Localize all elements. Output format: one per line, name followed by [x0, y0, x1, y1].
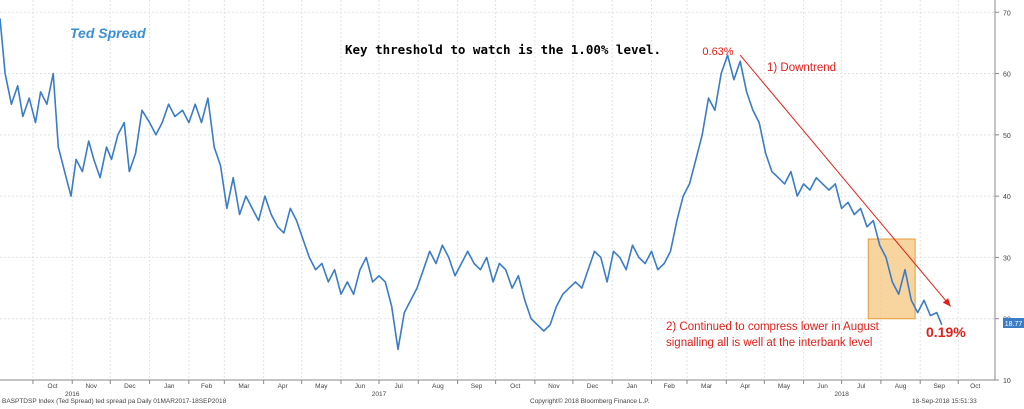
x-tick-label: Mar [701, 383, 713, 390]
x-tick-label: Aug [432, 383, 444, 390]
footer-timestamp: 18-Sep-2018 15:51:33 [912, 398, 977, 405]
x-tick-label: Feb [201, 383, 213, 390]
last-value-label: 18.77 [1005, 321, 1023, 328]
x-year-label: 2017 [372, 391, 387, 398]
chart-subtitle: Key threshold to watch is the 1.00% leve… [345, 42, 661, 57]
x-tick-label: Aug [895, 383, 907, 390]
x-tick-label: Nov [85, 383, 97, 390]
x-tick-label: Jan [164, 383, 175, 390]
x-tick-label: Sep [471, 383, 483, 390]
x-tick-label: Jul [394, 383, 403, 390]
x-tick-label: May [315, 383, 328, 390]
x-tick-label: Jul [857, 383, 866, 390]
x-tick-label: Mar [238, 383, 250, 390]
y-tick-label: 40 [1003, 194, 1011, 201]
x-tick-label: Jun [817, 383, 828, 390]
august-annotation-line2: signalling all is well at the interbank … [666, 337, 872, 349]
x-tick-label: Apr [740, 383, 751, 390]
x-tick-label: Dec [124, 383, 136, 390]
x-tick-label: Feb [664, 383, 676, 390]
x-tick-label: Apr [278, 383, 289, 390]
latest-annotation: 0.19% [926, 324, 966, 340]
x-year-label: 2016 [65, 391, 80, 398]
y-tick-label: 70 [1003, 10, 1011, 17]
x-tick-label: Sep [933, 383, 945, 390]
x-tick-label: Jan [627, 383, 638, 390]
x-tick-label: Oct [510, 383, 520, 390]
y-tick-label: 10 [1003, 378, 1011, 385]
downtrend-arrow-head [942, 298, 951, 307]
downtrend-arrow [739, 54, 952, 307]
x-tick-label: Dec [587, 383, 599, 390]
footer-copyright: Copyright© 2018 Bloomberg Finance L.P. [530, 398, 650, 405]
footer-source: BASPTDSP Index (Ted Spread) ted spread p… [2, 398, 227, 405]
august-annotation-line1: 2) Continued to compress lower in August [666, 321, 880, 333]
x-year-label: 2018 [834, 391, 849, 398]
x-tick-label: Jun [355, 383, 366, 390]
x-tick-label: Oct [48, 383, 58, 390]
downtrend-arrow-line [739, 54, 952, 307]
x-axis-ticks: Oct Nov Dec Jan Feb Mar Apr May Jun Jul Aug Sep Oct N… [32, 380, 980, 398]
x-tick-label: Nov [548, 383, 560, 390]
last-value-badge: 18.77 [1003, 318, 1024, 328]
peak-annotation: 0.63% [702, 46, 733, 58]
x-tick-label: May [778, 383, 791, 390]
downtrend-annotation: 1) Downtrend [767, 62, 836, 74]
y-tick-label: 60 [1003, 72, 1011, 79]
chart-title: Ted Spread [70, 25, 146, 41]
ted-spread-line [0, 18, 943, 351]
y-tick-label: 50 [1003, 133, 1011, 140]
x-tick-label: Oct [970, 383, 980, 390]
y-tick-label: 30 [1003, 255, 1011, 262]
